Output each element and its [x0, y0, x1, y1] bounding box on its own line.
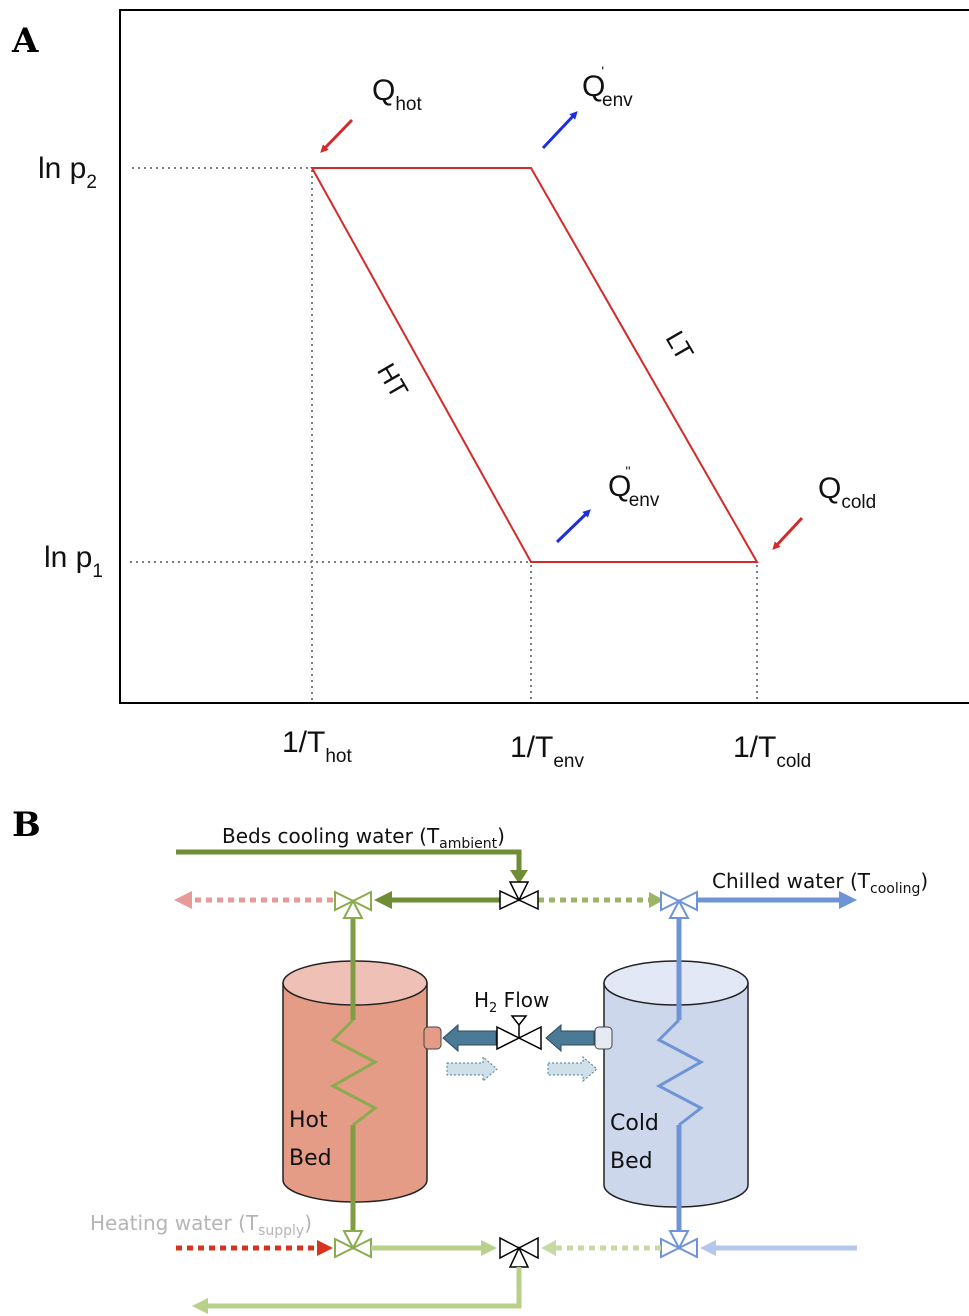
heating-water-arrowhead [317, 1240, 333, 1256]
beds-cooling-arrowhead [510, 870, 528, 884]
beds-cooling-line [176, 849, 522, 877]
bottom-green-dotted-arrowhead [541, 1240, 556, 1256]
h2-return-arrow-left [446, 1055, 498, 1083]
y-tick-ln-p1: ln p1 [44, 541, 103, 582]
panel-b: B Beds cooling water (Tambient) Chilled … [12, 805, 928, 1314]
hot-bed-label-line2: Bed [289, 1146, 332, 1171]
panel-b-label: B [12, 805, 41, 845]
top-green-dotted-arrowhead [649, 892, 664, 908]
hot-bed-cylinder [282, 960, 428, 1203]
q-cold-label: Qcold [818, 472, 876, 513]
beds-cooling-label: Beds cooling water (Tambient) [222, 824, 505, 852]
top-hot-valve-icon [334, 890, 372, 919]
bottom-cold-valve-icon [660, 1230, 698, 1259]
heating-water-label: Heating water (Tsupply) [90, 1211, 312, 1239]
bottom-outflow-arrowhead [192, 1298, 208, 1314]
q-hot-arrow [320, 118, 354, 153]
ht-label: HT [371, 358, 414, 403]
cycle-parallelogram [310, 167, 759, 563]
panel-a-label: A [11, 21, 39, 61]
cold-bed-label-line2: Bed [610, 1149, 653, 1174]
q-hot-label: Qhot [372, 74, 422, 115]
q-env-double-prime-arrow [555, 509, 591, 544]
bottom-center-valve-icon [499, 1236, 539, 1268]
q-env-prime-label: Q' env [582, 63, 633, 111]
q-cold-arrow [772, 516, 804, 550]
hot-h2-port [423, 1026, 442, 1050]
h2-flow-label: H2 Flow [474, 988, 549, 1016]
bottom-outflow-line [206, 1267, 522, 1309]
hot-heat-exchanger [329, 914, 379, 1238]
chilled-water-arrowhead [839, 891, 857, 909]
x-tick-1-tcold: 1/Tcold [733, 731, 811, 772]
top-green-arrowhead [374, 891, 392, 909]
h2-arrow-left [442, 1023, 497, 1053]
q-env-prime-arrow [541, 111, 578, 150]
x-tick-1-thot: 1/Thot [282, 726, 352, 767]
x-tick-1-tenv: 1/Tenv [510, 731, 584, 772]
cold-bed-label-line1: Cold [610, 1111, 659, 1136]
bottom-green-arrowhead [481, 1240, 497, 1256]
hot-bed-label-line1: Hot [289, 1108, 328, 1133]
pink-outflow-arrowhead [174, 891, 192, 909]
h2-valve-icon [496, 1015, 542, 1051]
bottom-hot-valve-icon [334, 1230, 372, 1259]
h2-arrow-right [545, 1023, 595, 1053]
plot-frame [119, 9, 969, 704]
light-blue-arrowhead [700, 1240, 716, 1256]
y-tick-ln-p2: ln p2 [38, 152, 97, 193]
q-env-double-prime-label: Q'' env [608, 463, 660, 511]
chilled-water-label: Chilled water (Tcooling) [712, 869, 928, 897]
cold-h2-port [594, 1026, 613, 1050]
h2-return-arrow-right [547, 1055, 598, 1083]
cold-heat-exchanger [655, 914, 705, 1238]
lt-label: LT [660, 326, 700, 366]
top-cold-valve-icon [660, 890, 698, 919]
panel-a: A ln p2 ln p1 1/Thot 1/Tenv 1/Tcold HT L… [11, 9, 969, 772]
top-center-valve-icon [499, 881, 539, 911]
guide-lines [130, 167, 758, 700]
